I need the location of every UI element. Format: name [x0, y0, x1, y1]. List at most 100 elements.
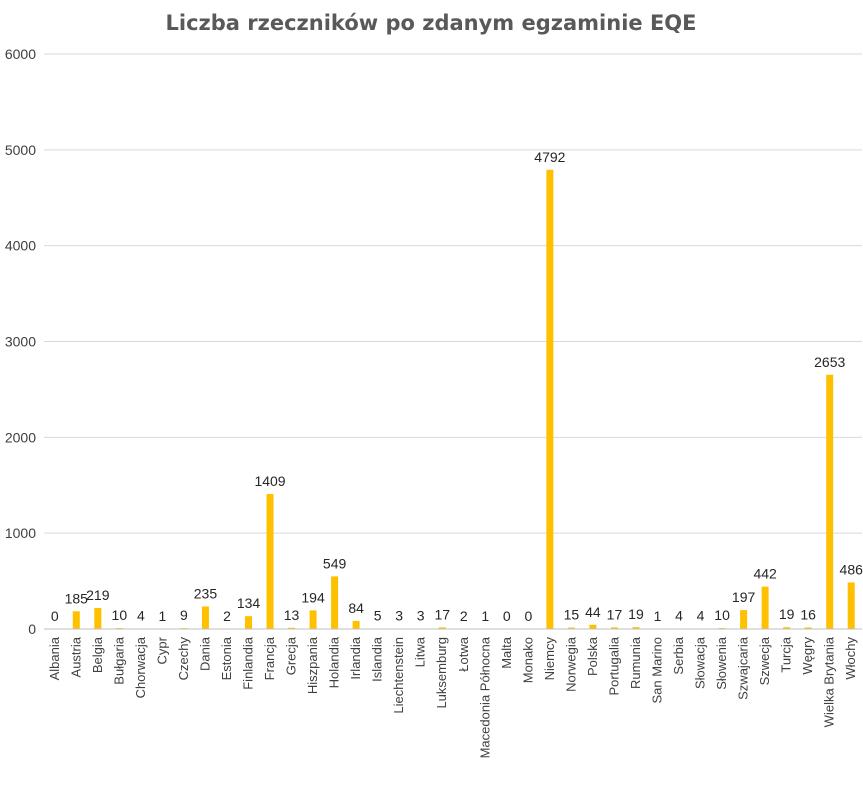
- x-tick-label: Szwajcaria: [736, 636, 751, 700]
- x-tick-label: Monako: [520, 637, 535, 683]
- data-label: 13: [284, 607, 300, 623]
- bar: [72, 611, 80, 629]
- y-tick-label: 5000: [5, 142, 36, 158]
- data-label: 1: [481, 608, 489, 624]
- gridlines: [44, 53, 862, 534]
- x-tick-label: Albania: [47, 636, 62, 680]
- data-label: 4: [137, 608, 145, 624]
- x-tick-label: Serbia: [671, 636, 686, 674]
- data-label: 4: [697, 608, 705, 624]
- chart-title: Liczba rzeczników po zdanym egzaminie EQ…: [166, 11, 697, 35]
- x-tick-label: Malta: [499, 636, 514, 669]
- x-tick-label: Szwecja: [757, 636, 772, 685]
- bar: [610, 627, 618, 629]
- x-tick-label: Czechy: [176, 637, 191, 681]
- data-label: 10: [714, 607, 730, 623]
- x-tick-label: Estonia: [219, 636, 234, 680]
- bar: [94, 608, 102, 629]
- x-tick-label: Francja: [262, 636, 277, 680]
- y-tick-label: 0: [28, 621, 36, 637]
- x-tick-label: Chorwacja: [133, 636, 148, 698]
- x-tick-label: Łotwa: [456, 636, 471, 671]
- x-tick-label: Niemcy: [542, 637, 557, 681]
- data-label: 44: [585, 604, 601, 620]
- data-label: 17: [434, 606, 450, 622]
- x-tick-label: Islandia: [370, 636, 385, 682]
- x-tick-label: Grecja: [284, 636, 299, 675]
- data-label: 1409: [254, 473, 285, 489]
- data-label: 17: [607, 606, 623, 622]
- data-label: 3: [395, 608, 403, 624]
- bar: [352, 620, 360, 629]
- data-label: 16: [800, 606, 816, 622]
- x-tick-label: Portugalia: [606, 636, 621, 695]
- data-label: 5: [374, 608, 382, 624]
- x-tick-label: Dania: [197, 636, 212, 671]
- x-tick-label: Norwegia: [563, 636, 578, 692]
- bar: [632, 627, 640, 629]
- data-label: 0: [51, 608, 59, 624]
- x-axis-ticks: Albania Austria Belgia Bułgaria Chorwacja Cyp…: [47, 636, 858, 758]
- data-label: 1: [654, 608, 662, 624]
- data-label: 0: [503, 608, 511, 624]
- data-label: 3: [417, 608, 425, 624]
- y-tick-label: 2000: [5, 429, 36, 445]
- bar: [245, 616, 252, 629]
- x-tick-label: Macedonia Północna: [477, 636, 492, 758]
- data-label: 1: [158, 608, 166, 624]
- bar: [783, 627, 791, 629]
- data-label: 549: [323, 555, 347, 571]
- bar: [331, 576, 339, 629]
- data-label: 219: [86, 587, 110, 603]
- data-label: 9: [180, 607, 188, 623]
- x-tick-label: Bułgaria: [111, 636, 126, 684]
- x-tick-label: Słowacja: [693, 636, 708, 689]
- data-label: 2: [223, 608, 231, 624]
- bar: [826, 374, 834, 629]
- bar: [761, 586, 769, 629]
- x-tick-label: Finlandia: [241, 636, 256, 690]
- bar: [309, 610, 317, 629]
- bar: [201, 606, 209, 629]
- data-label: 2: [460, 608, 468, 624]
- bar: [804, 627, 812, 629]
- x-tick-label: Liechtenstein: [391, 637, 406, 714]
- data-label: 84: [348, 600, 364, 616]
- data-label: 486: [840, 561, 863, 577]
- x-tick-label: Holandia: [327, 636, 342, 688]
- y-tick-label: 3000: [5, 334, 36, 350]
- x-tick-label: Słowenia: [714, 636, 729, 690]
- bar: [589, 624, 597, 629]
- y-tick-label: 1000: [5, 525, 36, 541]
- bar: [567, 627, 575, 629]
- data-label: 197: [732, 589, 756, 605]
- data-label: 15: [564, 607, 580, 623]
- x-tick-label: Polska: [585, 636, 600, 676]
- data-label: 19: [779, 606, 795, 622]
- bar: [266, 493, 274, 629]
- x-tick-label: Luksemburg: [434, 637, 449, 709]
- x-tick-label: Wielka Brytania: [822, 636, 837, 727]
- data-label: 10: [112, 607, 128, 623]
- bar: [546, 169, 554, 629]
- y-tick-label: 4000: [5, 238, 36, 254]
- x-tick-label: Turcja: [779, 636, 794, 672]
- data-label: 194: [301, 589, 325, 605]
- x-tick-label: Włochy: [843, 637, 858, 680]
- x-tick-label: Litwa: [413, 636, 428, 667]
- x-tick-label: Austria: [68, 636, 83, 677]
- data-label: 19: [628, 606, 644, 622]
- x-tick-label: Cypr: [154, 636, 169, 664]
- bar: [740, 610, 748, 629]
- data-label: 0: [524, 608, 532, 624]
- bar: [438, 627, 446, 629]
- bars: [72, 169, 855, 629]
- y-tick-label: 6000: [5, 46, 36, 62]
- data-label: 185: [65, 590, 89, 606]
- x-tick-label: Irlandia: [348, 636, 363, 679]
- x-tick-label: Belgia: [90, 636, 105, 673]
- y-axis-ticks: 0 1000 2000 3000 4000 5000 6000: [5, 46, 36, 637]
- x-tick-label: San Marino: [650, 637, 665, 703]
